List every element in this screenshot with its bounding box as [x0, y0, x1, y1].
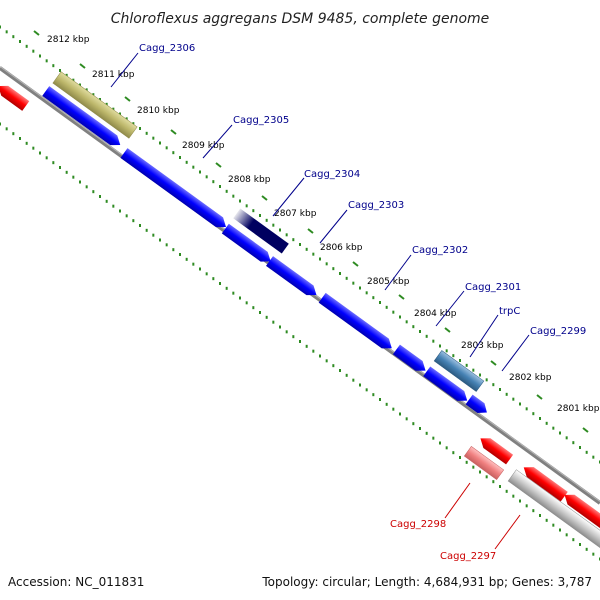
cds-reverse — [480, 438, 514, 465]
tick-major — [444, 327, 451, 333]
kbp-label: 2810 kbp — [137, 106, 180, 116]
gene-callouts — [110, 52, 530, 550]
gene-label-cagg-2301: Cagg_2301 — [465, 282, 521, 293]
tick-major — [33, 30, 40, 36]
gene-label-cagg-2302: Cagg_2302 — [412, 245, 468, 256]
cds-reverse — [564, 494, 600, 528]
gene-label-trpc: trpC — [499, 306, 520, 317]
cds-reverse — [523, 467, 568, 502]
tick-major — [352, 261, 359, 267]
gene-label-cagg-2299: Cagg_2299 — [530, 326, 586, 337]
cds-forward — [120, 148, 227, 228]
tick-marks — [0, 25, 600, 561]
cds-reverse — [0, 85, 30, 111]
accession-text: Accession: NC_011831 — [8, 575, 144, 589]
kbp-label: 2806 kbp — [320, 243, 363, 253]
cds-forward — [42, 86, 121, 146]
genome-summary-text: Topology: circular; Length: 4,684,931 bp… — [261, 575, 592, 589]
tick-major — [79, 63, 86, 69]
kbp-label: 2809 kbp — [182, 141, 225, 151]
tick-major — [582, 427, 589, 433]
cds-forward — [423, 366, 468, 401]
cds-forward — [392, 344, 426, 371]
gene-feature-navy — [233, 208, 289, 254]
tick-major — [124, 96, 131, 102]
map-title: Chloroflexus aggregans DSM 9485, complet… — [111, 11, 490, 27]
kbp-label: 2802 kbp — [509, 373, 552, 383]
gene-features — [0, 71, 600, 551]
cds-forward — [265, 256, 317, 296]
cds-forward — [465, 394, 487, 414]
kbp-label: 2812 kbp — [47, 35, 90, 45]
kbp-label: 2807 kbp — [274, 209, 317, 219]
kbp-label: 2805 kbp — [367, 277, 410, 287]
gene-label-cagg-2297: Cagg_2297 — [440, 551, 496, 562]
gene-feature-grey — [507, 469, 600, 551]
kbp-label: 2801 kbp — [557, 404, 600, 414]
tick-major — [307, 228, 314, 234]
tick-major — [215, 162, 222, 168]
tick-major — [536, 394, 543, 400]
kbp-label: 2803 kbp — [461, 341, 504, 351]
gene-feature-olive — [52, 71, 138, 139]
gene-label-cagg-2304: Cagg_2304 — [304, 169, 360, 180]
kbp-label: 2804 kbp — [414, 309, 457, 319]
cds-forward — [318, 292, 392, 349]
tick-major — [490, 360, 497, 366]
gene-label-cagg-2303: Cagg_2303 — [348, 200, 404, 211]
kbp-labels: 2812 kbp 2811 kbp 2810 kbp 2809 kbp 2808… — [47, 35, 600, 414]
gene-feature-pink — [463, 446, 505, 480]
gene-label-cagg-2305: Cagg_2305 — [233, 115, 289, 126]
gene-labels: Cagg_2306 Cagg_2305 Cagg_2304 Cagg_2303 … — [139, 43, 586, 562]
kbp-label: 2811 kbp — [92, 70, 135, 80]
gene-label-cagg-2298: Cagg_2298 — [390, 519, 446, 530]
cds-forward — [221, 223, 271, 262]
kbp-label: 2808 kbp — [228, 175, 271, 185]
tick-major — [261, 195, 268, 201]
tick-major — [398, 294, 405, 300]
gene-label-cagg-2306: Cagg_2306 — [139, 43, 195, 54]
gene-feature-steel — [433, 350, 485, 392]
tick-major — [170, 129, 177, 135]
